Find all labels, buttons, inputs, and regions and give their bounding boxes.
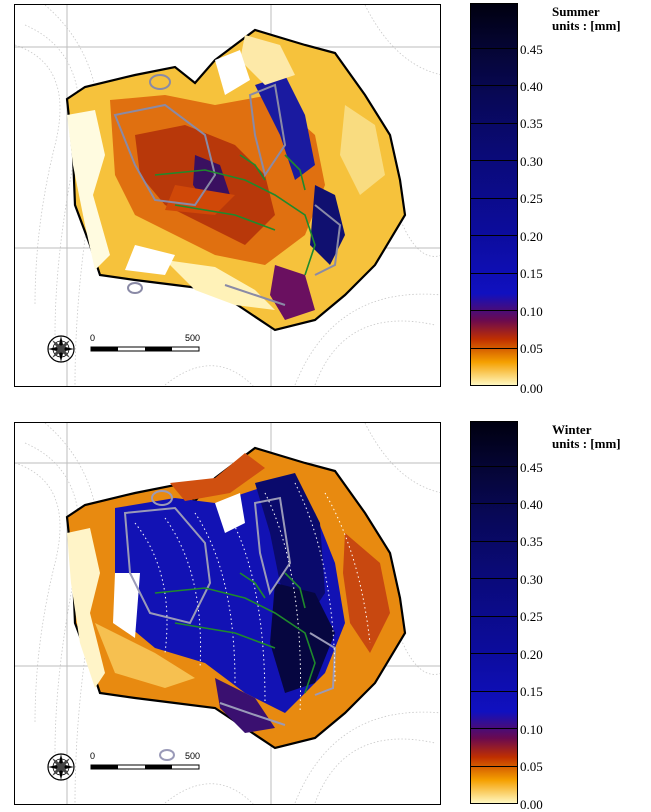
winter-map-frame[interactable]: 0 500 bbox=[14, 422, 441, 805]
tick-label: 0.35 bbox=[520, 534, 543, 549]
scale-end-label: 500 bbox=[185, 333, 201, 343]
scale-start-label: 0 bbox=[90, 751, 96, 761]
flow-lines bbox=[134, 482, 371, 714]
tick-line bbox=[470, 85, 518, 86]
tick-line bbox=[470, 348, 518, 349]
units-label: units : [mm] bbox=[552, 436, 621, 451]
tick-line bbox=[470, 578, 518, 579]
season-label: Summer bbox=[552, 4, 600, 19]
tick-label: 0.20 bbox=[520, 229, 543, 244]
tick-line bbox=[470, 541, 518, 542]
tick-label: 0.05 bbox=[520, 759, 543, 774]
season-label: Winter bbox=[552, 422, 592, 437]
winter-legend-title: Winter units : [mm] bbox=[552, 423, 621, 451]
summer-legend-title: Summer units : [mm] bbox=[552, 5, 621, 33]
summer-raster[interactable] bbox=[65, 28, 407, 332]
tick-line bbox=[470, 728, 518, 729]
tick-label: 0.25 bbox=[520, 191, 543, 206]
tick-label: 0.25 bbox=[520, 609, 543, 624]
winter-colorbar bbox=[470, 421, 518, 804]
compass-rose-icon bbox=[47, 753, 75, 781]
tick-label: 0.00 bbox=[520, 381, 543, 396]
tick-label: 0.30 bbox=[520, 154, 543, 169]
channel-network bbox=[154, 154, 316, 276]
tick-label: 0.15 bbox=[520, 266, 543, 281]
tick-line bbox=[470, 616, 518, 617]
structure-outlines bbox=[113, 74, 342, 306]
compass-rose-icon bbox=[47, 335, 75, 363]
tick-label: 0.10 bbox=[520, 304, 543, 319]
summer-colorbar bbox=[470, 3, 518, 386]
tick-line bbox=[470, 653, 518, 654]
tick-label: 0.40 bbox=[520, 79, 543, 94]
winter-map-panel: 0 500 Winter units : [mm] 0.45 0.40 0.35… bbox=[0, 418, 651, 811]
tick-line bbox=[470, 466, 518, 467]
summer-map-frame[interactable]: 0 500 bbox=[14, 4, 441, 387]
scale-bar bbox=[90, 764, 200, 770]
tick-label: 0.00 bbox=[520, 797, 543, 812]
tick-line bbox=[470, 123, 518, 124]
summer-map-panel: 0 500 Summer units : [mm] 0.45 0.40 0.35… bbox=[0, 0, 651, 395]
tick-label: 0.15 bbox=[520, 684, 543, 699]
tick-line bbox=[470, 235, 518, 236]
tick-line bbox=[470, 198, 518, 199]
tick-line bbox=[470, 503, 518, 504]
tick-label: 0.05 bbox=[520, 341, 543, 356]
tick-line bbox=[470, 273, 518, 274]
tick-line bbox=[470, 310, 518, 311]
tick-label: 0.30 bbox=[520, 572, 543, 587]
tick-line bbox=[470, 691, 518, 692]
scale-end-label: 500 bbox=[185, 751, 201, 761]
scale-start-label: 0 bbox=[90, 333, 96, 343]
tick-label: 0.35 bbox=[520, 116, 543, 131]
winter-raster[interactable] bbox=[65, 446, 407, 750]
tick-line bbox=[470, 48, 518, 49]
units-label: units : [mm] bbox=[552, 18, 621, 33]
tick-label: 0.40 bbox=[520, 497, 543, 512]
tick-label: 0.45 bbox=[520, 42, 543, 57]
tick-line bbox=[470, 160, 518, 161]
channel-network bbox=[154, 572, 316, 694]
structure-outlines bbox=[123, 490, 337, 761]
tick-label: 0.20 bbox=[520, 647, 543, 662]
tick-label: 0.10 bbox=[520, 722, 543, 737]
scale-bar bbox=[90, 346, 200, 352]
tick-label: 0.45 bbox=[520, 460, 543, 475]
tick-line bbox=[470, 766, 518, 767]
